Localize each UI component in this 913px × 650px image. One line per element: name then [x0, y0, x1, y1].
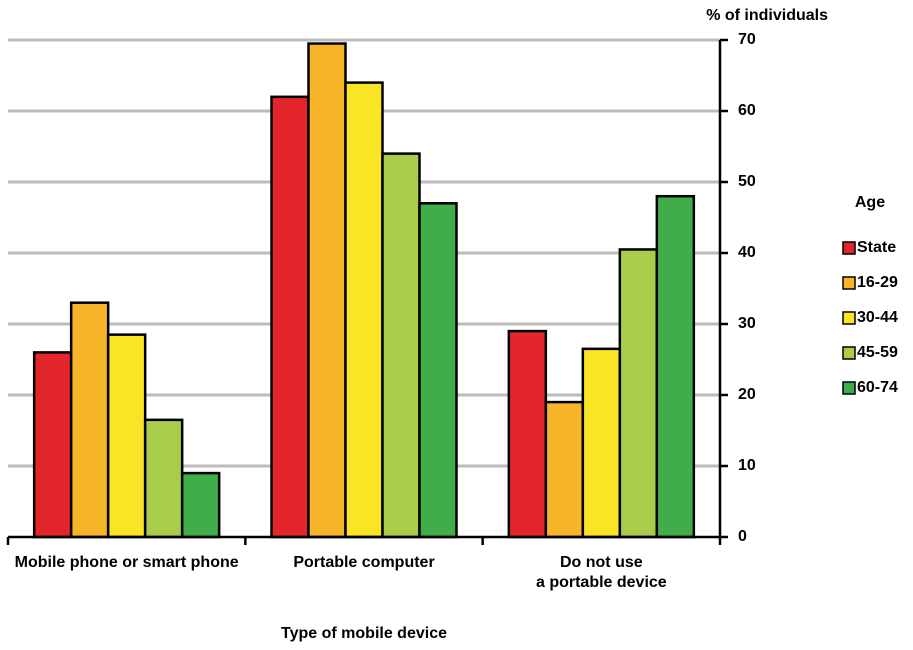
bar: [307, 42, 347, 539]
y-tick-label: 30: [738, 315, 756, 332]
legend-label: 16-29: [857, 274, 898, 291]
x-axis-title: Type of mobile device: [281, 625, 447, 642]
y-tick-label: 20: [738, 386, 756, 403]
bar: [418, 202, 458, 539]
legend-label: State: [857, 239, 896, 256]
legend-title: Age: [855, 194, 885, 211]
y-tick-label: 60: [738, 102, 756, 119]
bar: [69, 301, 110, 539]
bar: [381, 152, 421, 539]
y-tick-label: 0: [738, 528, 747, 545]
legend-swatch: [842, 311, 856, 325]
y-tick-label: 70: [738, 31, 756, 48]
legend-label: 45-59: [857, 344, 898, 361]
y-tick-label: 10: [738, 457, 756, 474]
legend-swatch: [842, 346, 856, 360]
bar: [618, 248, 659, 539]
bar: [344, 81, 384, 539]
y-axis-title: % of individuals: [706, 7, 828, 24]
y-tick-label: 40: [738, 244, 756, 261]
bar: [270, 95, 310, 539]
bar: [544, 400, 585, 539]
legend-label: 30-44: [857, 309, 898, 326]
x-tick-label: Portable computer: [293, 554, 435, 571]
bar: [106, 333, 147, 539]
x-tick-label: Do not use a portable device: [535, 554, 667, 591]
bar: [507, 329, 548, 539]
legend-swatch: [842, 381, 856, 395]
bar: [581, 347, 622, 539]
legend-swatch: [842, 241, 856, 255]
bar: [32, 351, 73, 539]
x-tick-label: Mobile phone or smart phone: [14, 554, 239, 571]
legend-swatch: [842, 276, 856, 290]
bar: [143, 418, 184, 539]
bar: [655, 194, 696, 539]
legend-label: 60-74: [857, 379, 898, 396]
y-tick-label: 50: [738, 173, 756, 190]
bar: [180, 471, 221, 539]
